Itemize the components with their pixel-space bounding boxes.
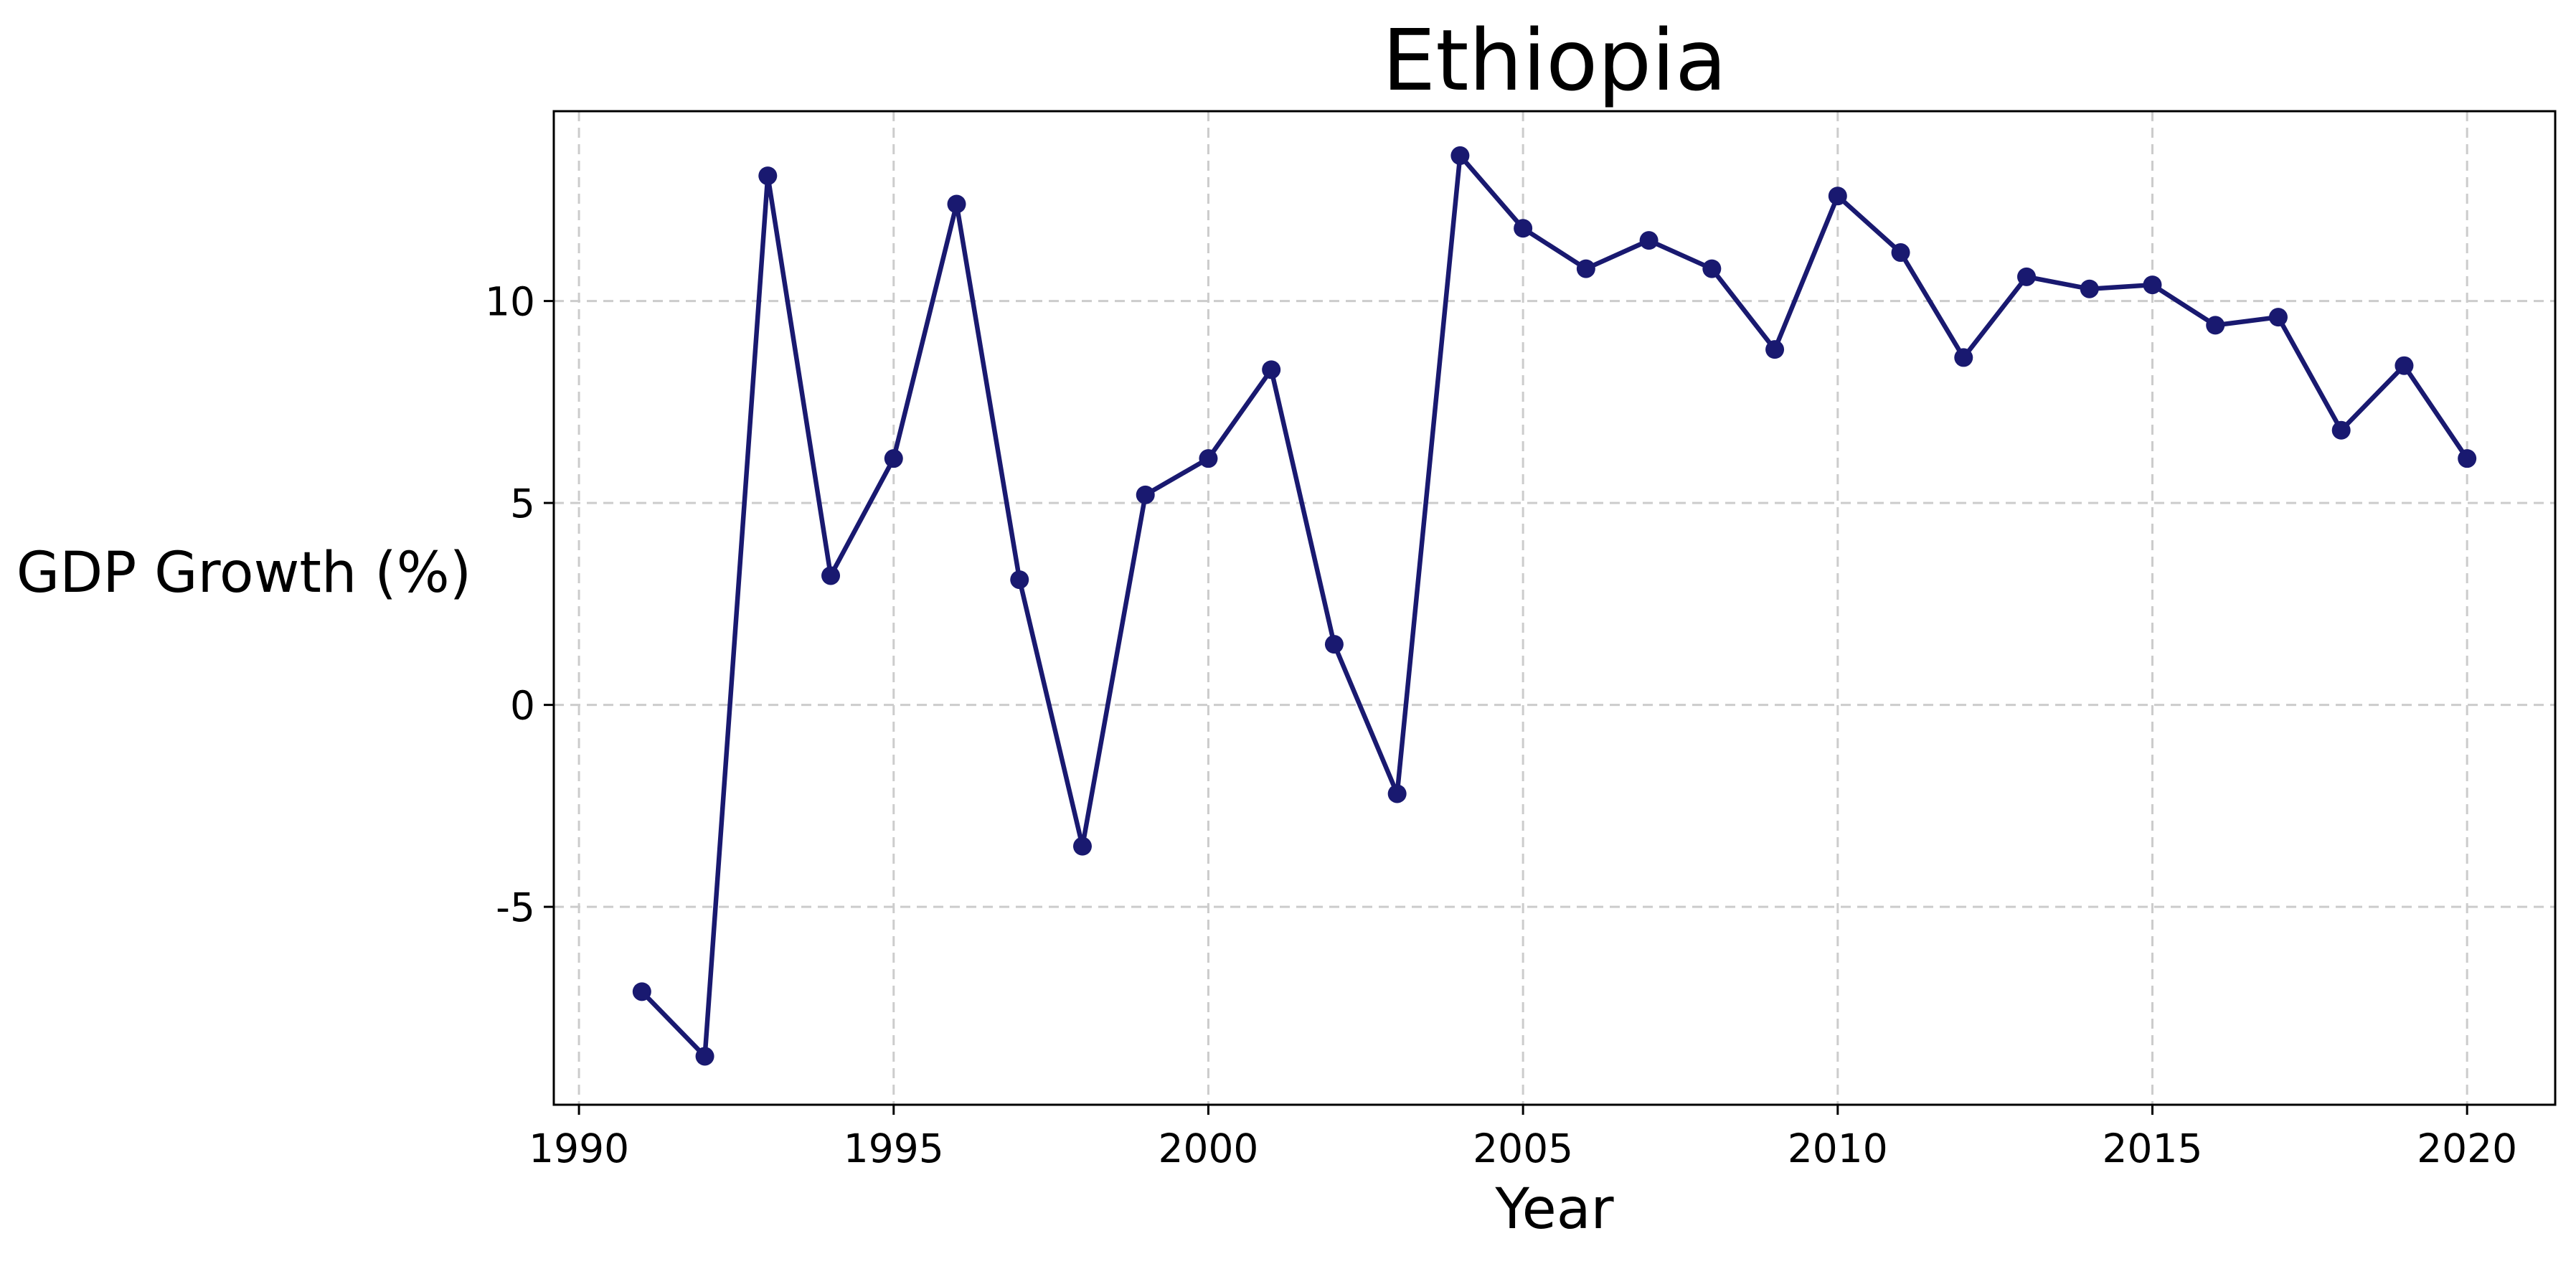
data-point (1450, 146, 1470, 165)
chart-title: Ethiopia (1382, 11, 1727, 110)
x-tick-label: 2005 (1473, 1126, 1573, 1171)
data-point (1262, 360, 1281, 379)
x-tick-label: 1995 (844, 1126, 944, 1171)
y-tick-label: -5 (496, 885, 535, 930)
data-point (2395, 356, 2414, 375)
data-point (1072, 836, 1092, 856)
tick-layer: 1990 1995 2000 2005 2010 2015 2020 -5 0 5 10 (485, 279, 2517, 1171)
x-tick-label: 2000 (1158, 1126, 1258, 1171)
data-point (1891, 243, 1910, 263)
data-point (1387, 784, 1407, 803)
data-point (1199, 449, 1218, 468)
data-point (1010, 570, 1029, 590)
data-point (2268, 308, 2288, 327)
data-point (1324, 635, 1344, 654)
data-point (632, 982, 651, 1001)
data-point (1954, 348, 1973, 367)
data-point (1136, 485, 1155, 504)
data-point (1765, 340, 1785, 359)
data-point (2143, 275, 2162, 295)
x-axis-label: Year (1494, 1177, 1614, 1242)
data-point (2458, 449, 2477, 468)
data-point (758, 166, 778, 186)
data-point (884, 449, 903, 468)
x-tick-label: 1990 (529, 1126, 629, 1171)
data-point (1828, 187, 1847, 206)
x-tick-label: 2015 (2102, 1126, 2202, 1171)
x-tick-label: 2020 (2417, 1126, 2517, 1171)
data-point (2206, 316, 2225, 335)
data-point (947, 194, 966, 214)
data-point (1639, 231, 1659, 250)
data-point (1702, 259, 1722, 278)
series-layer (632, 146, 2477, 1066)
data-point (2080, 279, 2099, 298)
grid-layer (554, 111, 2555, 1105)
x-tick-label: 2010 (1788, 1126, 1888, 1171)
plot-frame (552, 110, 2557, 1106)
data-point (1576, 259, 1595, 278)
data-point (1514, 219, 1533, 238)
y-tick-label: 5 (510, 481, 535, 527)
data-point (2331, 420, 2351, 440)
y-tick-label: 0 (510, 683, 535, 729)
series-line (640, 153, 2469, 1059)
data-point (695, 1047, 714, 1066)
y-axis-label: GDP Growth (%) (16, 541, 471, 605)
data-point (2017, 267, 2037, 286)
data-point (821, 566, 841, 585)
y-tick-label: 10 (485, 279, 535, 325)
